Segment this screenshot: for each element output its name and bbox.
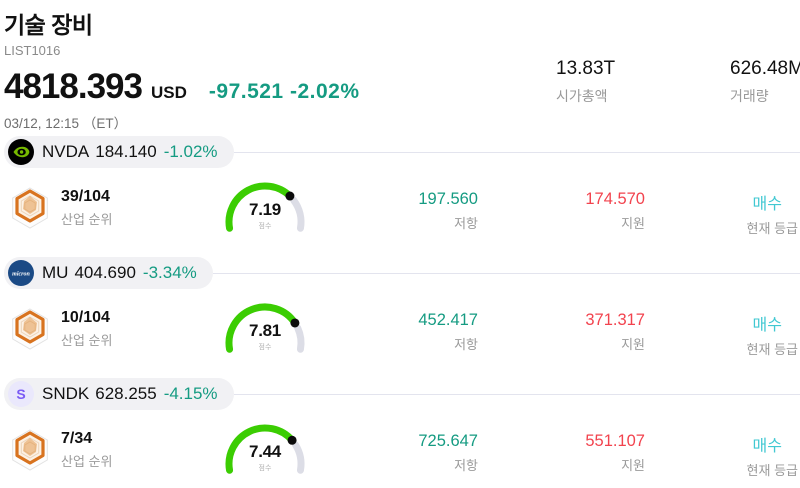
rating-value: 매수 [752,317,782,334]
page-title: 기술 장비 [4,12,93,38]
rating-value: 매수 [752,438,782,455]
list-id: LIST1016 [4,43,61,58]
resistance-col: 452.417 저항 [314,301,478,353]
stock-ticker: SNDK [42,384,90,403]
svg-text:micron: micron [12,272,30,278]
industry-rank: 7/34 산업 순위 [4,424,217,472]
rating-label: 현재 등급 [746,342,798,357]
stock-price: 628.255 [95,384,157,403]
industry-rank: 10/104 산업 순위 [4,303,217,351]
divider [233,393,800,395]
currency-label: USD [150,83,187,102]
stock-ticker: NVDA [42,142,90,161]
rating-col: 매수 현재 등급 [645,422,800,479]
rank-badge-icon [9,182,51,230]
score-gauge: 7.44 점수 [223,418,307,480]
industry-rank-label: 산업 순위 [61,333,113,348]
market-cap-label: 시가총액 [556,88,608,104]
rank-badge-icon [9,424,51,472]
index-change: -97.521 -2.02% [208,80,360,103]
support-label: 지원 [621,216,645,231]
rating-value: 매수 [752,196,782,213]
divider [212,272,800,274]
stock-list: NVDA 184.140 -1.02% [4,136,800,488]
svg-text:S: S [16,386,25,402]
support-value: 551.107 [585,432,645,450]
score-label: 점수 [258,223,272,230]
resistance-label: 저항 [454,337,478,352]
header: 기술 장비 LIST1016 4818.393 USD -97.521 -2.0… [4,6,800,131]
quote-datetime: 03/12, 12:15 （ET） [4,116,128,131]
index-price: 4818.393 [4,67,143,106]
stock-change: -3.34% [142,263,197,282]
rank-badge-icon [9,303,51,351]
resistance-col: 725.647 저항 [314,422,478,474]
sandisk-logo-icon: S [8,381,34,407]
stock-row-sndk: S SNDK 628.255 -4.15% [4,378,800,488]
divider [233,151,800,153]
score-label: 점수 [258,465,272,472]
support-col: 551.107 지원 [478,422,645,474]
stock-pill-mu[interactable]: micron MU 404.690 -3.34% [4,257,213,289]
score-gauge: 7.19 점수 [223,176,307,238]
stock-price: 184.140 [95,142,157,161]
support-label: 지원 [621,458,645,473]
volume-stat: 626.48M 거래량 [730,58,800,106]
stock-ticker: MU [42,263,69,282]
resistance-value: 452.417 [418,311,478,329]
resistance-value: 197.560 [418,190,478,208]
resistance-label: 저항 [454,216,478,231]
score-label: 점수 [258,344,272,351]
stock-change: -1.02% [163,142,218,161]
support-col: 371.317 지원 [478,301,645,353]
industry-rank-value: 7/34 [61,430,93,447]
rating-col: 매수 현재 등급 [645,180,800,237]
resistance-col: 197.560 저항 [314,180,478,232]
support-label: 지원 [621,337,645,352]
stock-row-nvda: NVDA 184.140 -1.02% [4,136,800,257]
industry-rank-label: 산업 순위 [61,454,113,469]
industry-rank: 39/104 산업 순위 [4,182,217,230]
stock-row-mu: micron MU 404.690 -3.34% [4,257,800,378]
score-value: 7.19 [249,200,281,219]
support-value: 174.570 [585,190,645,208]
market-cap-value: 13.83T [556,58,616,79]
score-value: 7.81 [249,321,281,340]
score-value: 7.44 [249,442,281,461]
stock-pill-sndk[interactable]: S SNDK 628.255 -4.15% [4,378,234,410]
volume-value: 626.48M [730,58,800,79]
stock-change: -4.15% [163,384,218,403]
industry-rank-value: 10/104 [61,309,110,326]
support-col: 174.570 지원 [478,180,645,232]
resistance-label: 저항 [454,458,478,473]
rating-label: 현재 등급 [746,463,798,478]
support-value: 371.317 [585,311,645,329]
price-row: 4818.393 USD -97.521 -2.02% [4,67,800,107]
industry-rank-label: 산업 순위 [61,212,113,227]
micron-logo-icon: micron [8,260,34,286]
industry-rank-value: 39/104 [61,188,110,205]
score-gauge: 7.81 점수 [223,297,307,359]
nvidia-logo-icon [8,139,34,165]
resistance-value: 725.647 [418,432,478,450]
volume-label: 거래량 [730,88,769,104]
stock-price: 404.690 [74,263,136,282]
market-cap-stat: 13.83T 시가총액 [556,58,615,106]
stock-pill-nvda[interactable]: NVDA 184.140 -1.02% [4,136,234,168]
rating-label: 현재 등급 [746,221,798,236]
rating-col: 매수 현재 등급 [645,301,800,358]
